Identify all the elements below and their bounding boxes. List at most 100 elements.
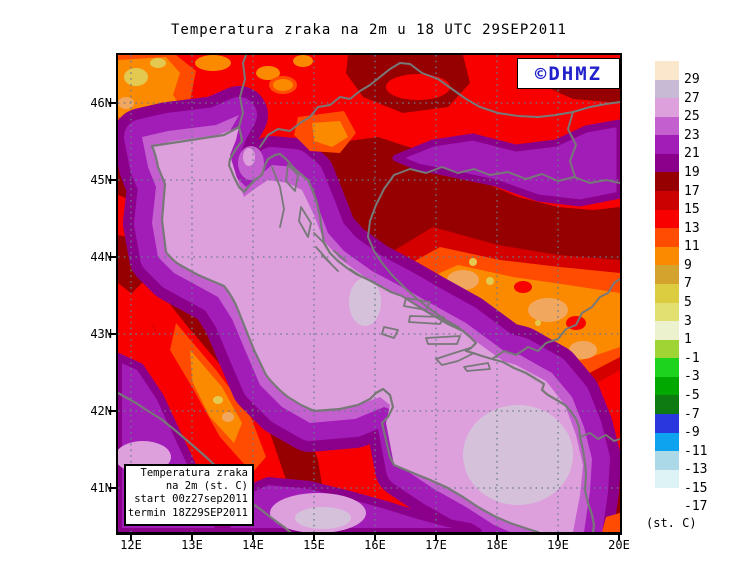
colorbar-swatch-11 [655,228,679,247]
fill-orange-kvarner [312,121,348,147]
x-axis-tick-15E [313,534,315,540]
colorbar-label-17: 17 [684,183,700,199]
colorbar-label-1: 1 [684,332,692,348]
colorbar-label-11: 11 [684,239,700,255]
colorbar-swatch-21 [655,135,679,154]
y-axis-label-44N: 44N [90,250,112,264]
fill-red-spot-ne [386,74,450,100]
dhmz-logo: ©DHMZ [517,58,620,89]
fill-orange-top-1 [195,55,231,71]
border-bosnia-montenegro [491,278,620,360]
info-line-3: start 00z27sep2011 [134,493,248,506]
colorbar-swatch--11 [655,432,679,452]
colorbar-swatch--5 [655,376,679,396]
colorbar-swatch-19 [655,153,679,173]
colorbar-swatch-27 [655,79,679,99]
colorbar-swatch--13 [655,451,679,470]
x-axis-label-17E: 17E [425,538,447,552]
x-axis-label-19E: 19E [547,538,569,552]
x-axis-tick-16E [374,534,376,540]
colorbar-label-15: 15 [684,202,700,218]
fill-khaki-alps-1 [124,68,148,86]
y-axis-label-43N: 43N [90,327,112,341]
fill-plum-istria [243,148,255,166]
island-vis [381,326,399,339]
border-italy-slovenia [238,55,247,128]
x-axis-label-13E: 13E [181,538,203,552]
colorbar-swatch--1 [655,339,679,359]
map-plot-area [116,53,622,535]
x-axis-label-18E: 18E [486,538,508,552]
x-axis-tick-18E [496,534,498,540]
coast-croatia-albania [227,125,596,532]
temperature-map [118,55,620,532]
x-axis-label-20E: 20E [608,538,630,552]
colorbar-label--17: -17 [684,499,708,515]
colorbar-label-19: 19 [684,164,700,180]
x-axis-tick-13E [191,534,193,540]
colorbar-label-3: 3 [684,313,692,329]
colorbar-label-9: 9 [684,257,692,273]
colorbar-label--11: -11 [684,443,708,459]
colorbar-label--9: -9 [684,425,700,441]
border-slovenia-croatia [259,62,411,148]
x-axis-label-15E: 15E [303,538,325,552]
colorbar-label-5: 5 [684,295,692,311]
y-axis-label-42N: 42N [90,404,112,418]
border-croatia-serbia [567,111,577,178]
colorbar-swatch-17 [655,172,679,192]
colorbar-label-13: 13 [684,220,700,236]
fill-lightorange-bosnia-3 [569,341,597,359]
fill-orange-ljubljana [273,79,293,91]
colorbar-swatch-7 [655,265,679,284]
colorbar-swatch--15 [655,469,679,489]
island-dugi-otok [315,246,339,272]
colorbar-label--5: -5 [684,387,700,403]
colorbar-swatch-15 [655,191,679,210]
colorbar-swatch--9 [655,414,679,433]
island-zadar-chain [313,232,363,278]
figure-title: Temperatura zraka na 2m u 18 UTC 29SEP20… [170,22,567,38]
colorbar-swatch-23 [655,116,679,136]
colorbar-swatch-13 [655,209,679,229]
y-axis-tick-43N [109,333,116,335]
colorbar-swatch--3 [655,358,679,377]
colorbar-label--1: -1 [684,350,700,366]
fill-khaki-dot-2 [486,277,494,285]
fill-lightorange-apennines [222,412,234,422]
colorbar-swatch-9 [655,246,679,266]
colorbar-label-21: 21 [684,146,700,162]
islands [271,164,491,372]
x-axis-tick-12E [130,534,132,540]
colorbar-swatch--17 [655,488,679,507]
x-axis-tick-14E [252,534,254,540]
colorbar-label-27: 27 [684,90,700,106]
x-axis-tick-20E [618,534,620,540]
island-brac [403,297,431,311]
colorbar-swatch-5 [655,283,679,303]
fill-lightorange-alps [118,97,134,109]
colorbar-swatch-29 [655,61,679,80]
info-line-1: Temperatura zraka [140,467,248,479]
fill-khaki-alps-2 [150,58,166,68]
fill-red-spot-bosnia-1 [514,281,532,293]
colorbar-label-7: 7 [684,276,692,292]
border-montenegro-albania [579,432,620,442]
fill-lightorange-bosnia-2 [528,298,568,322]
fill-thistle-patch-south [295,507,351,529]
fill-thistle-southsea [463,405,573,505]
colorbar-swatch-3 [655,302,679,322]
y-axis-label-45N: 45N [90,173,112,187]
island-cres [271,166,285,228]
colorbar-unit-label: (st. C) [646,516,697,530]
y-axis-label-46N: 46N [90,96,112,110]
border-sava [393,166,620,184]
fill-khaki-dot-3 [535,320,541,326]
fill-khaki-dot-1 [469,258,477,266]
colorbar-label--15: -15 [684,480,708,496]
colorbar-label--3: -3 [684,369,700,385]
fill-orange-top-3 [293,55,313,67]
fill-orange-top-2 [256,66,280,80]
x-axis-label-14E: 14E [242,538,264,552]
